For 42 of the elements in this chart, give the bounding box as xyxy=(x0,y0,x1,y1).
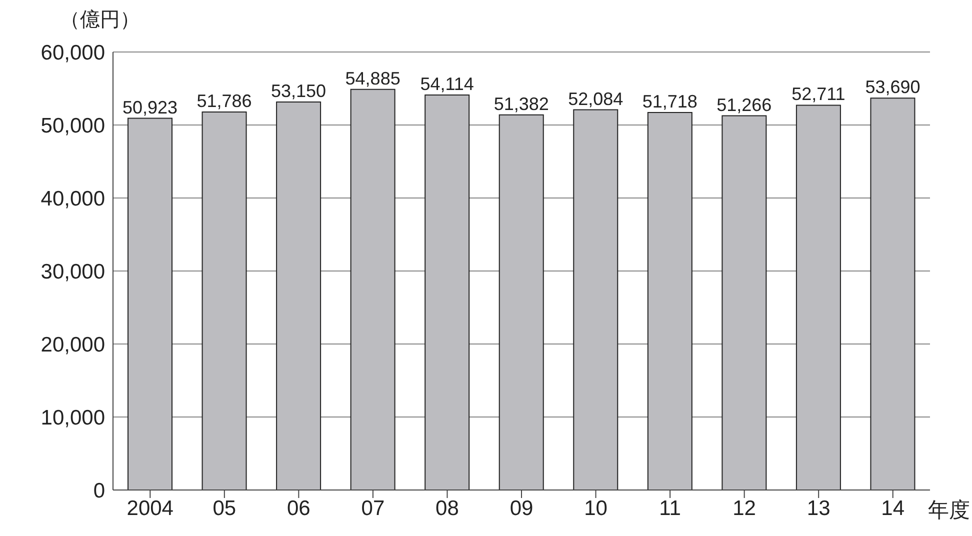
data-label: 53,150 xyxy=(271,81,326,102)
bar xyxy=(128,118,172,490)
bar xyxy=(202,111,247,490)
data-label: 52,084 xyxy=(568,88,624,109)
bar xyxy=(796,104,841,490)
y-tick-label: 40,000 xyxy=(40,187,105,210)
x-tick-label: 08 xyxy=(436,496,459,520)
bar xyxy=(424,94,470,490)
data-label: 54,885 xyxy=(345,68,400,88)
y-tick-label: 50,000 xyxy=(40,114,105,138)
x-tick-label: 09 xyxy=(510,496,534,520)
data-label: 51,718 xyxy=(642,91,698,112)
bar xyxy=(870,98,916,490)
x-tick-label: 05 xyxy=(212,496,236,520)
y-tick-label: 20,000 xyxy=(40,333,105,356)
data-label: 51,382 xyxy=(494,94,549,114)
x-tick-label: 14 xyxy=(881,496,905,520)
x-tick-label: 13 xyxy=(806,496,830,520)
x-tick-label: 12 xyxy=(732,496,756,520)
x-tick-label: 10 xyxy=(584,496,608,520)
y-tick-label: 0 xyxy=(93,479,105,502)
bar xyxy=(722,115,767,490)
data-label: 53,690 xyxy=(865,77,920,98)
x-tick-label: 2004 xyxy=(126,496,174,520)
y-axis-title: （億円） xyxy=(60,8,140,33)
x-tick-label: 06 xyxy=(287,496,310,520)
data-label: 50,923 xyxy=(122,97,178,118)
bar xyxy=(498,114,544,490)
bar xyxy=(573,109,618,490)
y-tick-label: 10,000 xyxy=(40,406,105,430)
x-axis-title: 年度 xyxy=(928,498,970,524)
bar xyxy=(350,88,396,490)
bar xyxy=(647,112,692,490)
data-label: 51,786 xyxy=(196,90,252,111)
data-label: 54,114 xyxy=(420,74,474,94)
data-label: 52,711 xyxy=(792,84,846,104)
bar xyxy=(276,102,322,490)
x-tick-label: 11 xyxy=(659,496,681,520)
x-tick-label: 07 xyxy=(361,496,385,520)
y-tick-label: 30,000 xyxy=(40,260,105,284)
y-tick-label: 60,000 xyxy=(40,41,105,64)
data-label: 51,266 xyxy=(716,94,772,115)
